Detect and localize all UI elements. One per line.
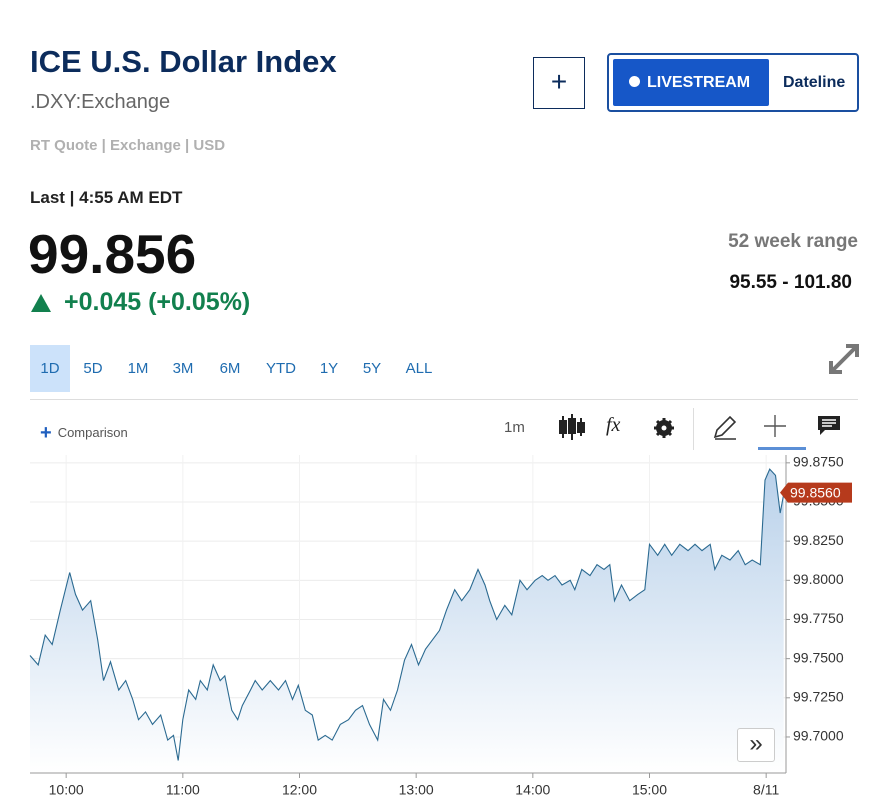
x-tick-label: 11:00 — [166, 782, 200, 798]
y-tick-label: 99.7250 — [793, 689, 844, 705]
scroll-button[interactable]: » — [737, 728, 775, 762]
up-arrow — [31, 294, 51, 312]
y-tick-label: 99.7750 — [793, 610, 844, 626]
x-tick-label: 12:00 — [282, 782, 317, 798]
y-tick-label: 99.8250 — [793, 532, 844, 548]
y-tick-label: 99.7000 — [793, 728, 844, 744]
price: 99.856 — [28, 223, 197, 285]
x-tick-label: 13:00 — [399, 782, 434, 798]
range-label: 52 week range — [728, 231, 858, 252]
candles-icon[interactable] — [558, 413, 586, 441]
add-button[interactable]: + — [533, 57, 585, 109]
last-price-label: 99.8560 — [790, 484, 841, 500]
draw-icon[interactable] — [712, 414, 738, 440]
range-tab[interactable]: 1D — [30, 345, 70, 392]
y-tick-label: 99.8750 — [793, 454, 844, 470]
title: ICE U.S. Dollar Index — [30, 44, 337, 79]
settings-icon[interactable] — [653, 417, 675, 439]
x-tick-label: 8/11 — [753, 782, 779, 798]
live-box: LIVESTREAM Dateline — [607, 53, 859, 112]
range-tab[interactable]: ALL — [405, 360, 433, 377]
live-dot — [629, 76, 640, 87]
active-underline — [758, 447, 806, 450]
x-tick-label: 10:00 — [49, 782, 84, 798]
expand-icon[interactable] — [828, 343, 860, 375]
symbol: .DXY:Exchange — [30, 91, 171, 113]
divider — [30, 399, 858, 400]
livestream-button[interactable]: LIVESTREAM — [613, 59, 769, 106]
range: 95.55 - 101.80 — [729, 272, 852, 293]
interval[interactable]: 1m — [504, 419, 525, 436]
comment-icon[interactable] — [817, 415, 841, 437]
range-tab[interactable]: 1M — [127, 360, 149, 377]
x-tick-label: 14:00 — [515, 782, 550, 798]
comparison-text: Comparison — [57, 425, 128, 440]
range-tab[interactable]: 5D — [83, 360, 103, 377]
quote-info: RT Quote | Exchange | USD — [30, 137, 226, 154]
y-tick-label: 99.7500 — [793, 649, 844, 665]
last-price-tag — [780, 482, 852, 503]
crosshair-icon[interactable] — [763, 414, 787, 438]
indicators[interactable]: fx — [606, 414, 621, 436]
toolbar-divider — [693, 408, 694, 450]
last-time: Last | 4:55 AM EDT — [30, 188, 183, 207]
range-tab[interactable]: 5Y — [362, 360, 382, 377]
x-tick-label: 15:00 — [632, 782, 667, 798]
range-tab[interactable]: 6M — [219, 360, 241, 377]
comparison[interactable]: + Comparison — [40, 422, 128, 444]
price-line — [29, 468, 785, 761]
livestream-text: LIVESTREAM — [647, 74, 751, 91]
dateline-button[interactable]: Dateline — [783, 74, 846, 91]
range-tab[interactable]: 3M — [172, 360, 194, 377]
range-tab[interactable]: 1Y — [319, 360, 339, 377]
range-tab[interactable]: YTD — [266, 360, 296, 377]
y-tick-label: 99.8000 — [793, 571, 844, 587]
change: +0.045 (+0.05%) — [64, 288, 251, 316]
area-fill — [30, 469, 784, 773]
